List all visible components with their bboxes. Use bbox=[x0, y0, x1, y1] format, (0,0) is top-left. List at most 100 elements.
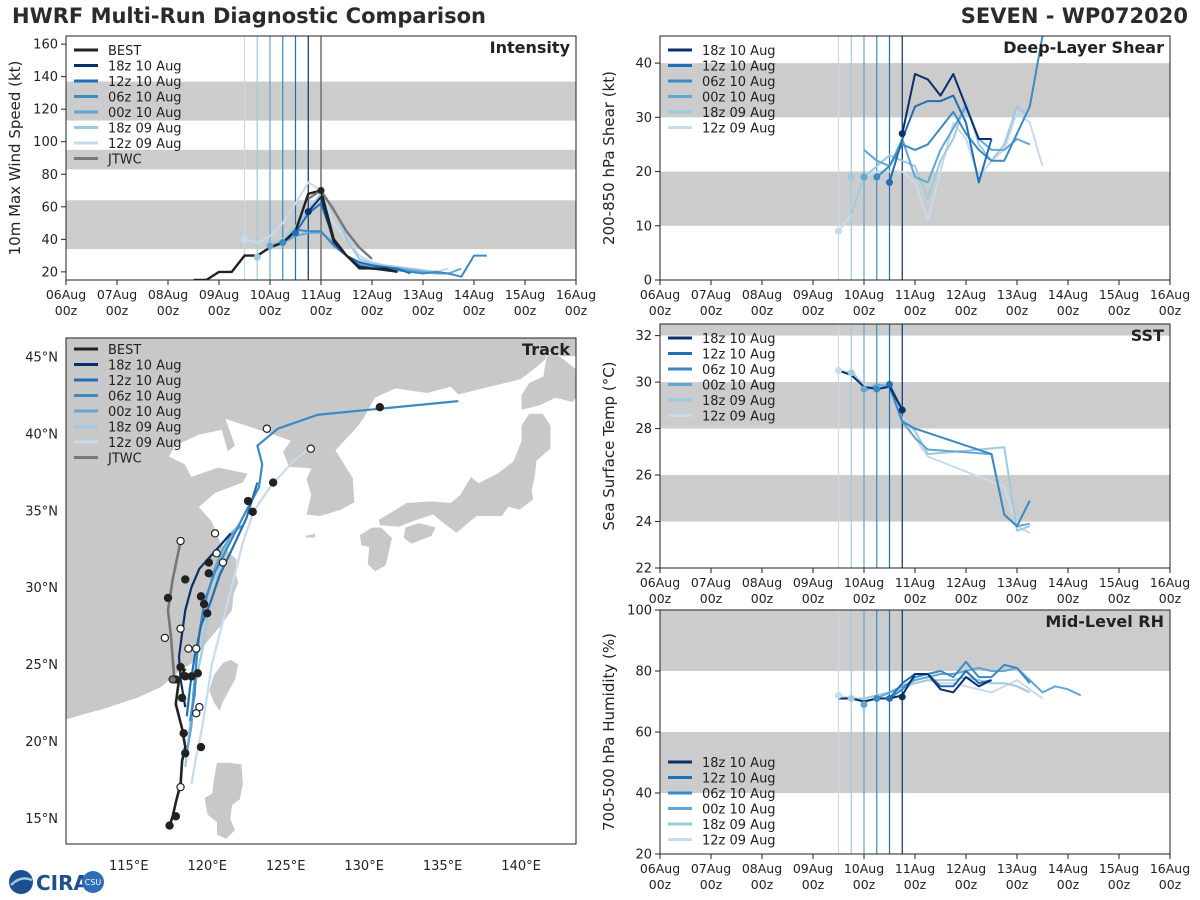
marker-rh-12z-10-aug bbox=[886, 694, 893, 702]
track-point-28 bbox=[210, 529, 220, 538]
track-point-20 bbox=[176, 536, 185, 546]
panel-shear: 01020304006Aug00z07Aug00z08Aug00z09Aug00… bbox=[600, 35, 1190, 318]
xtick-hour-sst: 00z bbox=[649, 591, 672, 606]
xtick-day-intensity: 06Aug bbox=[46, 287, 86, 302]
xtick-hour-intensity: 00z bbox=[310, 303, 333, 318]
ytick-label-intensity: 60 bbox=[41, 200, 58, 215]
xtick-day-sst: 08Aug bbox=[742, 575, 782, 590]
track-ytick-label: 40°N bbox=[25, 427, 58, 442]
xtick-day-rh: 15Aug bbox=[1099, 861, 1139, 876]
track-xtick-label: 115°E bbox=[109, 859, 149, 874]
marker-intensity-18z-09-aug bbox=[253, 253, 261, 261]
marker-shear-12z-09-aug bbox=[835, 227, 842, 235]
xtick-hour-intensity: 00z bbox=[208, 303, 231, 318]
track-ytick-label: 45°N bbox=[25, 350, 58, 365]
xtick-day-intensity: 14Aug bbox=[454, 287, 494, 302]
panel-title-intensity: Intensity bbox=[490, 38, 571, 57]
logo-sub-text: CSU bbox=[85, 878, 102, 887]
ylabel-sst: Sea Surface Temp (°C) bbox=[600, 361, 618, 530]
xtick-hour-rh: 00z bbox=[700, 877, 723, 892]
band-rh-0 bbox=[660, 732, 1170, 793]
xtick-day-shear: 11Aug bbox=[895, 287, 935, 302]
ytick-label-intensity: 160 bbox=[33, 38, 58, 53]
land-taiwan bbox=[208, 658, 240, 713]
xtick-hour-sst: 00z bbox=[751, 591, 774, 606]
legend-label-12z-09-aug: 12z 09 Aug bbox=[702, 122, 776, 137]
track-point-15 bbox=[184, 644, 193, 653]
xtick-day-shear: 09Aug bbox=[793, 287, 833, 302]
xtick-hour-rh: 00z bbox=[649, 877, 672, 892]
track-legend-label-06z-10-aug: 06z 10 Aug bbox=[108, 390, 182, 405]
xtick-hour-rh: 00z bbox=[955, 877, 978, 892]
xtick-day-shear: 12Aug bbox=[946, 287, 986, 302]
panel-title-track: Track bbox=[522, 340, 570, 359]
xtick-day-sst: 12Aug bbox=[946, 575, 986, 590]
xtick-day-sst: 14Aug bbox=[1048, 575, 1088, 590]
ytick-label-intensity: 120 bbox=[33, 103, 58, 118]
xtick-hour-rh: 00z bbox=[1159, 877, 1182, 892]
marker-intensity-00z-10-aug bbox=[266, 242, 274, 250]
band-rh-1 bbox=[660, 610, 1170, 671]
xtick-hour-shear: 00z bbox=[1057, 303, 1080, 318]
xtick-day-sst: 06Aug bbox=[640, 575, 680, 590]
land-hokkaido bbox=[520, 349, 576, 411]
series-intensity-18z-09-aug bbox=[256, 192, 436, 273]
series-shear-06z-10-aug bbox=[876, 36, 1044, 178]
panel-sst: 22242628303206Aug00z07Aug00z08Aug00z09Au… bbox=[600, 323, 1190, 606]
track-legend-label-18z-09-aug: 18z 09 Aug bbox=[108, 421, 182, 436]
legend-label-jtwc: JTWC bbox=[107, 153, 142, 168]
track-point-5 bbox=[177, 693, 187, 703]
panel-intensity: 2040608010012014016006Aug00z07Aug00z08Au… bbox=[6, 35, 596, 318]
xtick-hour-intensity: 00z bbox=[412, 303, 435, 318]
marker-sst-12z-10-aug bbox=[886, 380, 893, 388]
track-point-7 bbox=[176, 662, 185, 672]
panel-title-sst: SST bbox=[1131, 326, 1164, 345]
xtick-hour-rh: 00z bbox=[751, 877, 774, 892]
track-point-32 bbox=[306, 444, 315, 453]
band-shear-0 bbox=[660, 171, 1170, 226]
ytick-label-rh: 100 bbox=[627, 604, 652, 619]
legend-label-06z-10-aug: 06z 10 Aug bbox=[702, 363, 776, 378]
logo-text: CIRA bbox=[36, 871, 90, 895]
track-legend-label-00z-10-aug: 00z 10 Aug bbox=[108, 405, 182, 420]
ytick-label-shear: 10 bbox=[635, 219, 652, 234]
band-sst-0 bbox=[660, 475, 1170, 522]
marker-rh-18z-10-aug bbox=[898, 693, 906, 701]
ytick-label-rh: 40 bbox=[635, 787, 652, 802]
marker-rh-12z-09-aug bbox=[835, 691, 842, 699]
xtick-day-intensity: 09Aug bbox=[199, 287, 239, 302]
xtick-day-shear: 15Aug bbox=[1099, 287, 1139, 302]
marker-intensity-12z-10-aug bbox=[292, 229, 299, 237]
track-ytick-label: 25°N bbox=[25, 658, 58, 673]
track-06z-10-aug bbox=[188, 400, 459, 722]
xtick-hour-shear: 00z bbox=[955, 303, 978, 318]
xtick-hour-rh: 00z bbox=[1108, 877, 1131, 892]
ytick-label-shear: 0 bbox=[644, 274, 652, 289]
marker-rh-06z-10-aug bbox=[873, 694, 881, 702]
xtick-day-sst: 13Aug bbox=[997, 575, 1037, 590]
ylabel-intensity: 10m Max Wind Speed (kt) bbox=[6, 61, 24, 256]
marker-shear-06z-10-aug bbox=[873, 173, 881, 181]
track-point-29 bbox=[243, 496, 253, 506]
land-jeju bbox=[303, 532, 316, 539]
xtick-hour-sst: 00z bbox=[1159, 591, 1182, 606]
xtick-hour-sst: 00z bbox=[802, 591, 825, 606]
xtick-hour-rh: 00z bbox=[1057, 877, 1080, 892]
xtick-day-sst: 09Aug bbox=[793, 575, 833, 590]
track-point-23 bbox=[196, 592, 206, 601]
legend-label-06z-10-aug: 06z 10 Aug bbox=[702, 787, 776, 802]
track-legend-label-12z-10-aug: 12z 10 Aug bbox=[108, 374, 182, 389]
track-ytick-label: 35°N bbox=[25, 504, 58, 519]
series-intensity-12z-10-aug bbox=[294, 202, 411, 275]
xtick-hour-shear: 00z bbox=[751, 303, 774, 318]
track-point-33 bbox=[262, 424, 272, 433]
xtick-day-rh: 10Aug bbox=[844, 861, 884, 876]
marker-intensity-best bbox=[317, 187, 325, 195]
figure-title: HWRF Multi-Run Diagnostic Comparison bbox=[12, 4, 487, 28]
series-rh-12z-10-aug bbox=[888, 670, 992, 700]
land-shikoku bbox=[402, 522, 437, 545]
marker-rh-18z-09-aug bbox=[847, 694, 855, 702]
ytick-label-sst: 30 bbox=[635, 376, 652, 391]
legend-label-18z-09-aug: 18z 09 Aug bbox=[702, 106, 776, 121]
track-series-group bbox=[160, 400, 459, 830]
